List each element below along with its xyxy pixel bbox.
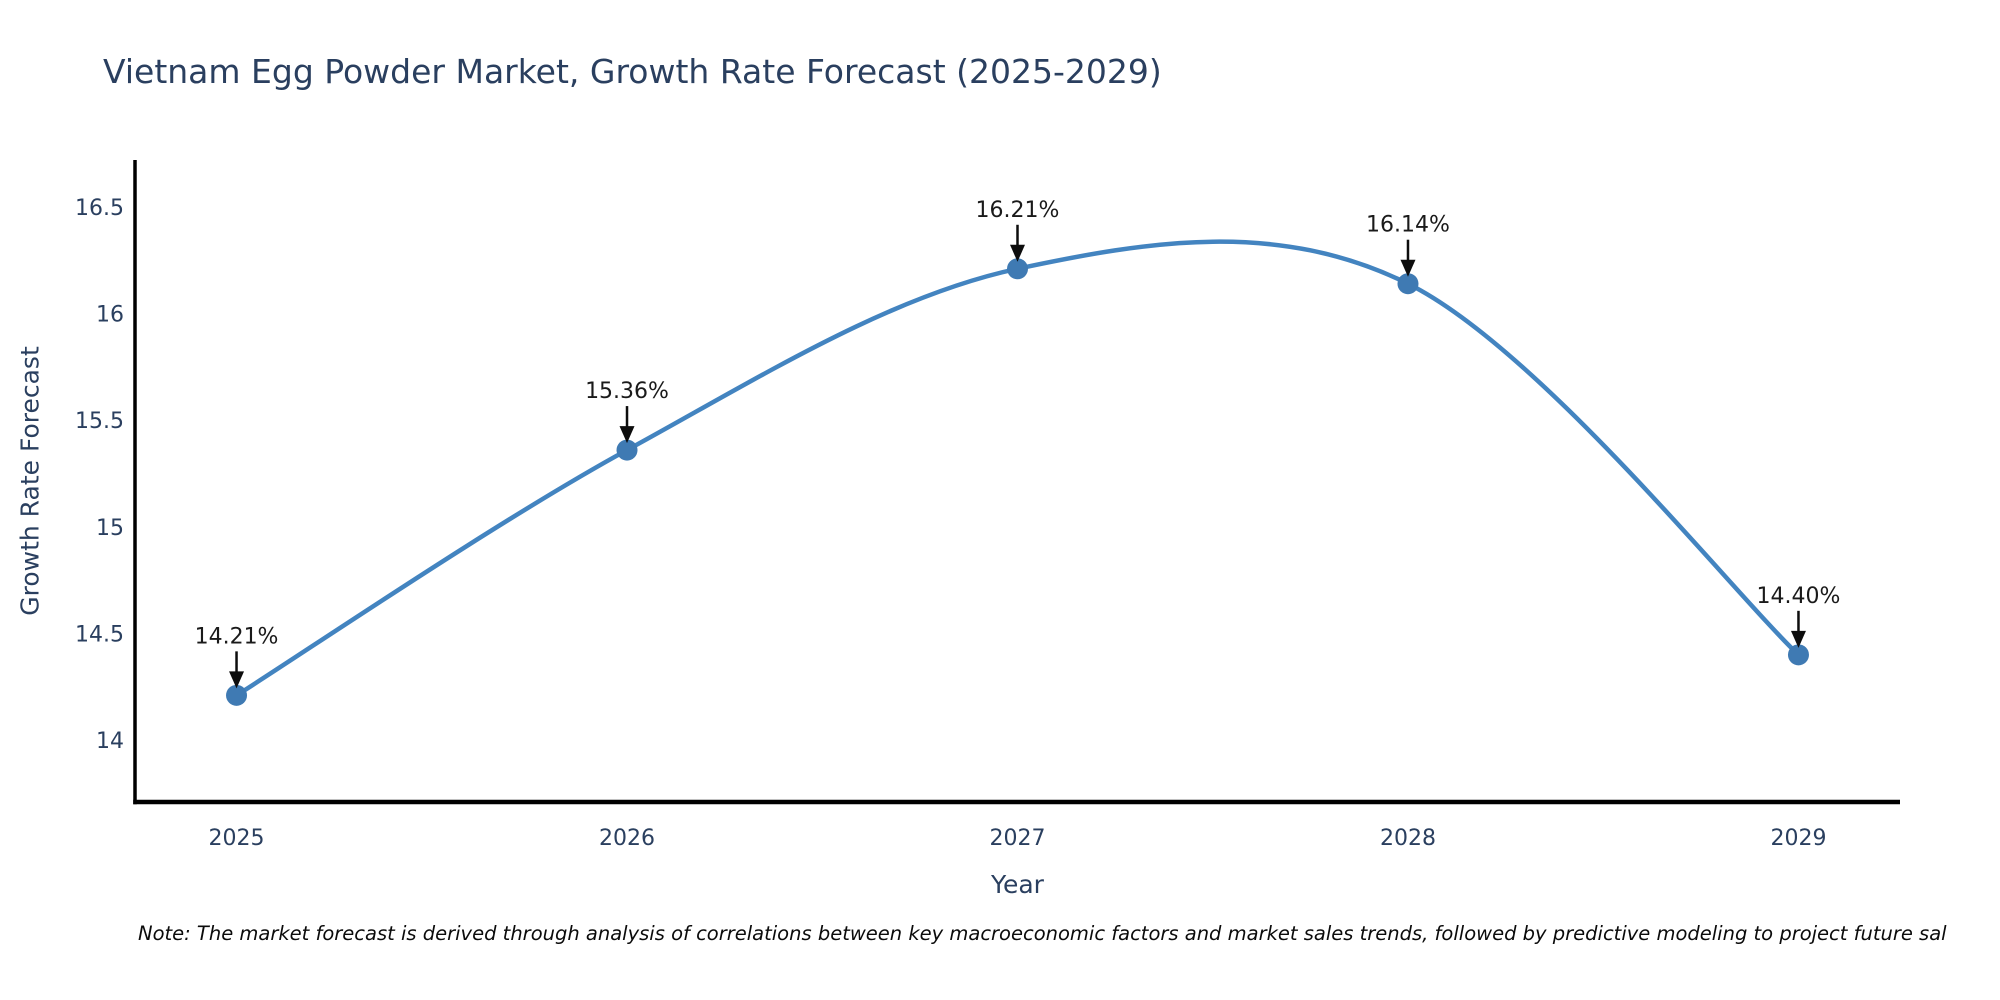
point-value-label: 16.14% bbox=[1366, 213, 1450, 238]
chart-title: Vietnam Egg Powder Market, Growth Rate F… bbox=[103, 52, 1162, 91]
point-value-label: 15.36% bbox=[585, 379, 669, 404]
annotation-arrow-head bbox=[229, 671, 245, 689]
x-axis-title: Year bbox=[991, 870, 1044, 899]
y-tick-label: 16.5 bbox=[75, 196, 124, 221]
annotation-arrow-head bbox=[1790, 630, 1806, 648]
x-tick-label: 2029 bbox=[1770, 826, 1826, 851]
y-tick-label: 16 bbox=[96, 303, 124, 328]
x-tick-label: 2027 bbox=[990, 826, 1046, 851]
y-tick-label: 15 bbox=[96, 516, 124, 541]
data-point-marker bbox=[1007, 258, 1028, 280]
annotation-arrow-head bbox=[1400, 259, 1416, 277]
y-tick-label: 14 bbox=[96, 729, 124, 754]
x-tick-label: 2026 bbox=[599, 826, 655, 851]
y-tick-label: 15.5 bbox=[75, 409, 124, 434]
y-tick-label: 14.5 bbox=[75, 623, 124, 648]
data-point-marker bbox=[616, 439, 638, 461]
x-tick-label: 2025 bbox=[209, 826, 265, 851]
point-value-label: 14.40% bbox=[1757, 584, 1841, 609]
data-point-marker bbox=[1787, 644, 1809, 666]
annotation-arrow-head bbox=[1010, 244, 1025, 262]
forecast-line bbox=[234, 239, 1801, 698]
point-value-label: 14.21% bbox=[195, 624, 279, 649]
footnote: Note: The market forecast is derived thr… bbox=[138, 922, 1947, 945]
annotation-arrow-head bbox=[619, 426, 635, 444]
point-value-label: 16.21% bbox=[976, 198, 1060, 223]
x-tick-label: 2028 bbox=[1380, 826, 1436, 851]
data-point-marker bbox=[1397, 273, 1419, 295]
data-point-marker bbox=[226, 684, 248, 706]
